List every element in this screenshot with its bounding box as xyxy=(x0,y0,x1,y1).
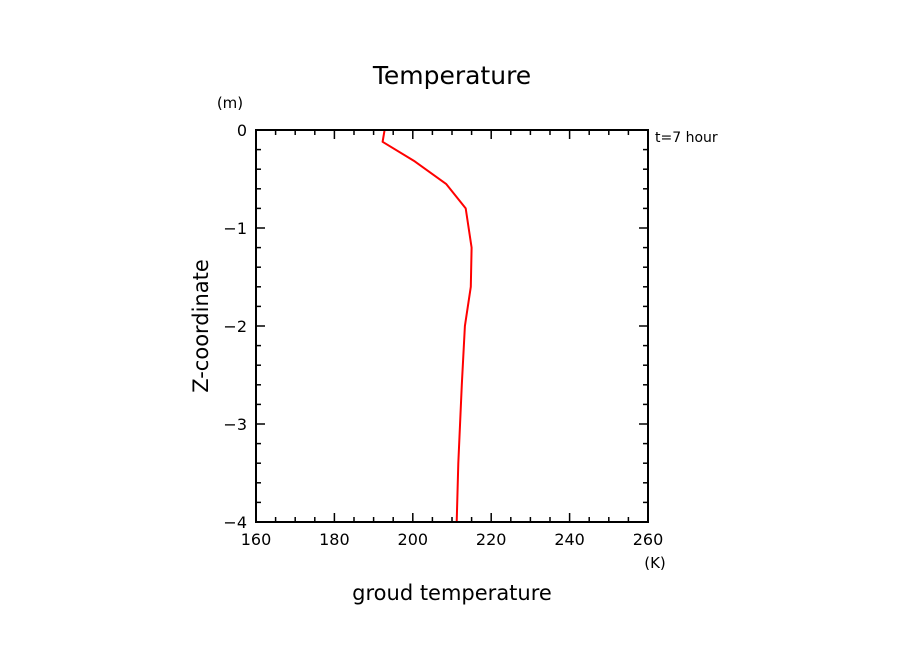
y-tick-label: −1 xyxy=(223,219,247,238)
y-tick-label: −4 xyxy=(223,513,247,532)
time-annotation: t=7 hour xyxy=(655,130,718,146)
y-tick-label: −3 xyxy=(223,415,247,434)
x-tick-label: 260 xyxy=(633,530,664,549)
y-tick-label: −2 xyxy=(223,317,247,336)
temperature-profile-line xyxy=(381,129,473,523)
x-axis-label: groud temperature xyxy=(352,581,552,605)
axis-ticks xyxy=(255,129,649,523)
y-tick-label: 0 xyxy=(237,121,247,140)
x-tick-label: 180 xyxy=(319,530,350,549)
x-tick-label: 220 xyxy=(476,530,507,549)
x-axis-unit: (K) xyxy=(644,554,666,572)
tick-labels: 160 180 200 220 240 260 0 −1 −2 −3 −4 xyxy=(223,121,663,549)
plot-frame xyxy=(255,129,649,523)
x-tick-label: 160 xyxy=(241,530,272,549)
y-axis-unit: (m) xyxy=(217,94,243,112)
y-axis-label: Z-coordinate xyxy=(189,259,213,393)
x-tick-label: 240 xyxy=(554,530,585,549)
series-layer xyxy=(381,129,473,523)
chart-title: Temperature xyxy=(372,61,531,90)
x-tick-label: 200 xyxy=(398,530,429,549)
